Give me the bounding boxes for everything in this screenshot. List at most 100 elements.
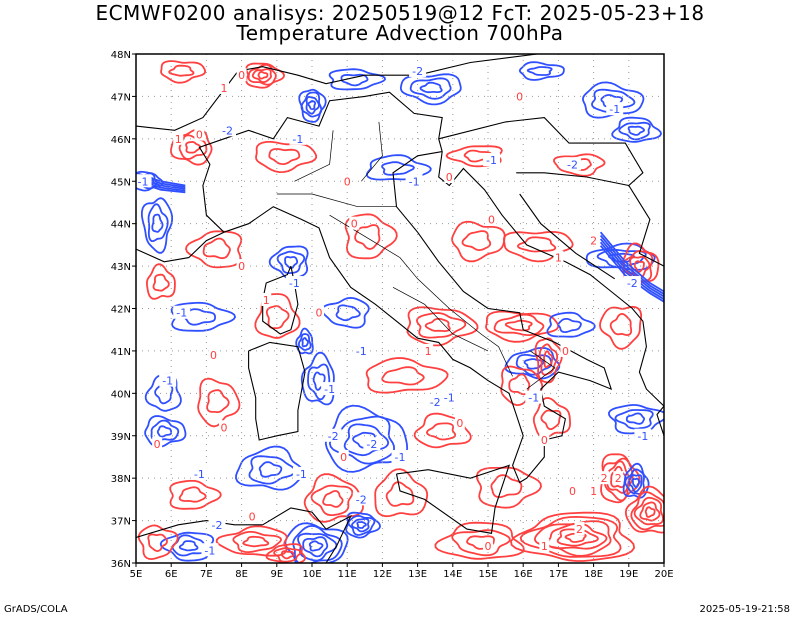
contour-line [268, 148, 301, 166]
contour-label: 0 [154, 438, 161, 451]
contour-line [434, 521, 525, 560]
contour-line [345, 511, 381, 539]
contour-label-bg [606, 102, 624, 116]
lon-tick-label: 19E [619, 569, 638, 580]
contour-line [622, 462, 650, 499]
contour-line [556, 528, 599, 547]
contour-label: 0 [238, 260, 245, 273]
contour-label: 0 [541, 434, 548, 447]
contour-line [185, 230, 243, 269]
contour-label: 0 [316, 307, 323, 320]
contour-line [245, 62, 286, 89]
lat-tick-label: 36N [111, 559, 131, 570]
lat-tick-label: 42N [111, 305, 131, 316]
contour-line [347, 514, 376, 536]
region-border [361, 121, 383, 182]
contour-line [351, 518, 370, 533]
contour-line [557, 318, 582, 334]
contour-line [305, 95, 320, 115]
contour-label-bg [289, 131, 307, 145]
coastline [136, 231, 225, 263]
contour-label-bg [426, 394, 444, 408]
contour-line [344, 213, 398, 260]
lat-tick-label: 39N [111, 432, 131, 443]
contour-line [152, 273, 170, 292]
contour-label: -1 [356, 345, 367, 358]
contour-line [150, 419, 180, 442]
region-border [392, 286, 489, 352]
contour-label: -1 [609, 103, 620, 116]
contour-label: -1 [204, 544, 215, 557]
contour-line [206, 389, 230, 413]
contour-line [137, 524, 179, 561]
contour-label: -1 [395, 451, 406, 464]
lat-tick-label: 47N [111, 92, 131, 103]
contour-label: 2 [615, 472, 622, 485]
contour-label-bg [454, 416, 465, 430]
contour-label-bg [560, 343, 571, 357]
contour-line [295, 327, 314, 355]
lat-tick-label: 44N [111, 220, 131, 231]
contour-label: 0 [249, 510, 256, 523]
contour-line [518, 61, 565, 81]
coastlines-borders [136, 54, 664, 563]
contour-label: -2 [222, 124, 233, 137]
contour-line [381, 161, 415, 176]
lon-tick-label: 18E [584, 569, 603, 580]
contour-line [248, 455, 296, 485]
lat-tick-label: 41N [111, 347, 131, 358]
contour-line [413, 412, 472, 449]
contour-line [399, 73, 462, 106]
contour-line [308, 540, 324, 552]
coastline [136, 54, 538, 131]
contour-label-bg [391, 449, 409, 463]
contour-line [644, 506, 656, 518]
contour-line [242, 535, 270, 548]
contour-label-bg [634, 428, 652, 442]
contour-line [365, 357, 449, 394]
contour-label-bg [285, 276, 303, 290]
contour-line [328, 68, 386, 91]
contour-label-bg [352, 492, 370, 506]
contour-label: 0 [456, 417, 463, 430]
contour-line [284, 255, 299, 270]
coastline [656, 405, 664, 436]
contour-line [356, 521, 367, 529]
contour-line [374, 468, 429, 518]
map-title-line1: ECMWF0200 analisys: 20250519@12 FcT: 202… [95, 1, 705, 25]
contour-line [215, 525, 288, 557]
region-border [526, 350, 556, 390]
contour-line [553, 153, 606, 177]
contour-line [265, 305, 290, 330]
coastline [248, 341, 306, 441]
map-axes: 5E 6E 7E 8E 9E 10E 11E 12E 13E 14E 15E 16E 17E 18E 19E… [111, 50, 674, 580]
contour-line [340, 73, 369, 87]
contour-label: 1 [425, 345, 432, 358]
coastline [519, 193, 616, 280]
contour-label: -2 [430, 396, 441, 409]
contour-line [546, 311, 596, 338]
contour-line [147, 533, 168, 553]
contour-label: -1 [162, 375, 173, 388]
contour-line [630, 491, 664, 531]
contour-line [160, 60, 207, 84]
contour-line [232, 531, 282, 554]
coastline [438, 151, 664, 407]
contour-line [381, 366, 425, 386]
contour-line [303, 473, 364, 523]
contour-line [627, 125, 646, 136]
contour-line [490, 474, 523, 499]
contour-label-bg [599, 471, 610, 485]
contour-line [254, 293, 301, 339]
contour-line [424, 317, 451, 333]
region-border [294, 130, 334, 182]
coastline [516, 172, 629, 187]
contour-line [144, 415, 187, 448]
contour-label-bg [190, 466, 208, 480]
coastline [438, 117, 664, 267]
contour-label-bg [194, 127, 205, 141]
contour-label: -1 [194, 468, 205, 481]
contour-label: 1 [175, 133, 182, 146]
contour-line [257, 70, 269, 80]
contour-label: -1 [486, 154, 497, 167]
